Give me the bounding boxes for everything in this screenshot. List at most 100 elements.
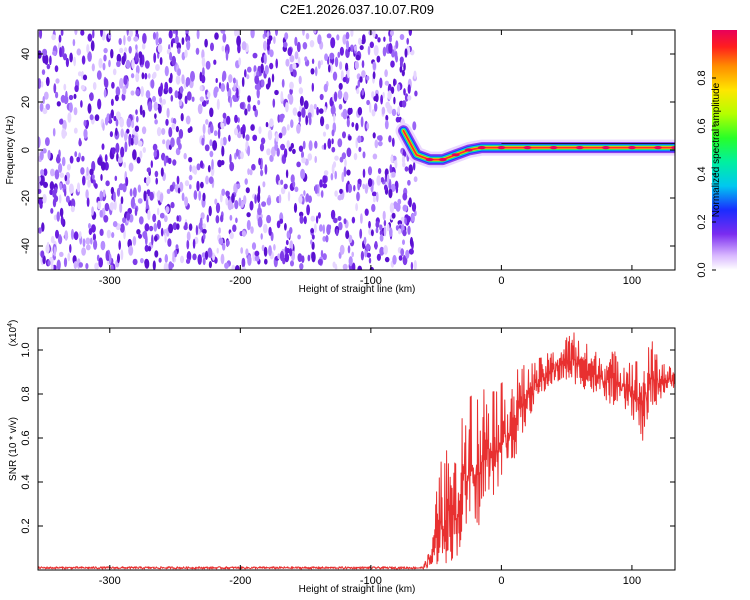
spectrogram-noise-cell — [158, 257, 162, 263]
colorbar-ticks: 0.0 0.2 0.4 0.6 0.8 — [696, 70, 716, 278]
spectrogram-noise-cell — [307, 153, 313, 161]
spectrogram-noise-cell — [271, 73, 275, 83]
spectrogram-noise-cell — [401, 155, 406, 164]
spectrogram-noise-cell — [102, 189, 106, 198]
spectrogram-noise-cell — [221, 188, 226, 196]
spectrogram-noise-cell — [210, 166, 215, 177]
spectrogram-noise-cell — [303, 190, 306, 196]
spectrogram-noise-cell — [333, 91, 338, 102]
spectrogram-noise-cell — [40, 81, 44, 88]
spectrogram-noise-cell — [146, 176, 151, 185]
spectrogram-x-tick-label: -100 — [360, 275, 382, 287]
spectrogram-noise-cell — [38, 197, 44, 206]
spectrogram-noise-cell — [345, 62, 349, 72]
spectrogram-noise-cell — [130, 73, 135, 79]
spectrogram-noise-cell — [110, 186, 115, 195]
spectrogram-noise-cell — [53, 214, 58, 221]
spectrogram-noise-cell — [45, 137, 50, 147]
spectrogram-noise-cell — [370, 229, 374, 237]
spectrogram-noise-cell — [170, 137, 175, 148]
spectrogram-noise-cell — [209, 107, 214, 118]
spectrogram-noise-cell — [390, 154, 394, 163]
spectrogram-noise-cell — [128, 245, 134, 256]
spectrogram-noise-cell — [216, 98, 220, 110]
spectrogram-noise-cell — [339, 46, 344, 56]
spectrogram-y-axis-label: Frequency (Hz) — [5, 116, 16, 185]
spectrogram-noise-cell — [345, 230, 350, 240]
spectrogram-noise-cell — [132, 149, 137, 161]
spectrogram-noise-cell — [234, 30, 238, 37]
spectrogram-noise-cell — [263, 53, 267, 65]
spectrogram-noise-cell — [399, 59, 403, 69]
spectrogram-noise-cell — [151, 73, 156, 80]
spectrogram-noise-cell — [276, 220, 281, 229]
spectrogram-noise-cell — [382, 210, 386, 221]
spectrogram-noise-cell — [263, 223, 268, 234]
spectrogram-noise-cell — [391, 212, 396, 219]
spectrogram-noise-cell — [109, 202, 115, 211]
spectrogram-noise-cell — [167, 157, 172, 165]
spectrogram-noise-cell — [279, 250, 285, 262]
spectrogram-noise-cell — [208, 205, 212, 217]
spectrogram-noise-cell — [121, 55, 126, 66]
spectrogram-noise-cell — [100, 174, 103, 181]
spectrogram-noise-cell — [310, 68, 315, 75]
spectrogram-noise-cell — [144, 72, 148, 80]
spectrogram-noise-cell — [209, 150, 214, 158]
spectrogram-noise-cell — [311, 82, 314, 92]
spectrogram-noise-cell — [193, 190, 198, 200]
spectrogram-noise-cell — [275, 132, 279, 142]
snr-series-line — [38, 332, 675, 570]
spectrogram-noise-cell — [384, 69, 388, 78]
spectrogram-noise-cell — [359, 76, 363, 83]
spectrogram-noise-cell — [217, 128, 221, 139]
spectrogram-noise-cell — [362, 183, 366, 190]
spectrogram-noise-cell — [348, 256, 353, 267]
spectrogram-noise-cell — [243, 195, 247, 205]
spectrogram-noise-cell — [348, 135, 352, 141]
spectrogram-noise-cell — [330, 105, 336, 115]
spectrogram-noise-cell — [318, 224, 323, 232]
spectrogram-noise-cell — [183, 224, 188, 231]
spectrogram-noise-cell — [290, 142, 294, 149]
spectrogram-noise-cell — [267, 129, 273, 141]
snr-y-tick-label: 0.8 — [20, 386, 32, 401]
spectrogram-noise-cell — [86, 166, 89, 176]
spectrogram-noise-cell — [92, 82, 97, 90]
spectrogram-noise-cell — [52, 198, 57, 208]
spectrogram-noise-cell — [237, 132, 242, 139]
spectrogram-noise-cell — [252, 134, 258, 141]
spectrogram-noise-cell — [397, 106, 400, 115]
spectrogram-noise-cell — [404, 48, 408, 58]
spectrogram-noise-cell — [87, 179, 91, 188]
spectrogram-noise-cell — [181, 52, 186, 61]
spectrogram-noise-cell — [196, 180, 200, 192]
snr-x-axis-label: Height of straight line (km) — [299, 584, 416, 595]
spectrogram-noise-cell — [43, 168, 48, 176]
spectrogram-noise-cell — [319, 93, 324, 101]
spectrogram-noise-cell — [362, 168, 366, 178]
spectrogram-noise-cell — [149, 191, 154, 201]
spectrogram-noise-cell — [189, 184, 192, 190]
spectrogram-noise-cell — [207, 247, 213, 258]
spectrogram-noise-cell — [308, 140, 313, 151]
spectrogram-noise-cell — [301, 107, 306, 118]
spectrogram-noise-cell — [367, 166, 373, 176]
spectrogram-noise-cell — [343, 218, 347, 225]
spectrogram-noise-cell — [263, 246, 268, 257]
spectrogram-noise-cell — [320, 190, 324, 198]
spectrogram-noise-cell — [328, 64, 331, 73]
spectrogram-noise-cell — [388, 42, 393, 54]
spectrogram-noise-cell — [320, 249, 324, 258]
spectrogram-noise-cell — [396, 83, 401, 92]
spectrogram-noise-cell — [177, 187, 181, 194]
spectrogram-noise-cell — [97, 98, 102, 110]
spectrogram-x-axis-label: Height of straight line (km) — [299, 284, 416, 295]
spectrogram-noise-cell — [50, 208, 54, 214]
spectrogram-noise-cell — [204, 38, 208, 48]
spectrogram-signal-layer — [395, 122, 675, 168]
spectrogram-noise-cell — [186, 40, 191, 51]
spectrogram-noise-cell — [189, 126, 193, 133]
spectrogram-noise-cell — [175, 75, 181, 85]
spectrogram-noise-cell — [66, 178, 70, 185]
